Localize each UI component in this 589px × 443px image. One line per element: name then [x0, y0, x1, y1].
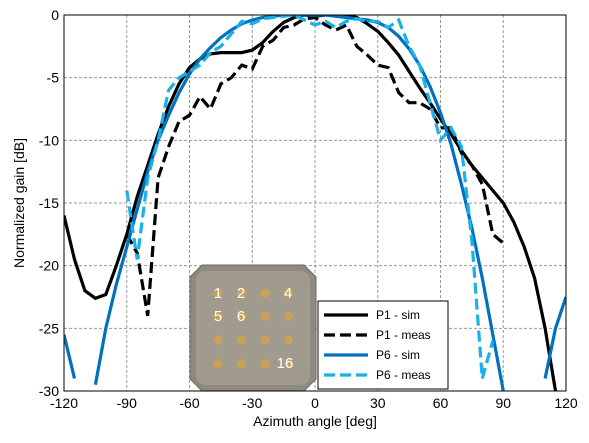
inset-pad: [213, 359, 223, 368]
x-tick-label: 60: [433, 395, 449, 411]
inset-pad: [284, 312, 293, 321]
inset-label: 2: [237, 285, 245, 302]
series-line: [64, 15, 566, 391]
inset-pad: [237, 359, 246, 368]
x-tick-label: -90: [117, 395, 137, 411]
inset-label: 5: [214, 308, 222, 325]
y-tick-label: -10: [39, 132, 59, 148]
inset-substrate: [196, 271, 310, 385]
legend-label: P1 - sim: [376, 308, 420, 322]
legend-label: P1 - meas: [376, 328, 431, 342]
x-tick-label: 30: [370, 395, 386, 411]
inset-pad: [284, 359, 293, 368]
y-tick-label: -5: [47, 70, 60, 86]
inset-pad: [237, 312, 246, 321]
x-tick-label: -120: [50, 395, 78, 411]
series-line: [125, 15, 505, 317]
plot-frame: [63, 14, 567, 392]
legend-label: P6 - sim: [376, 348, 420, 362]
inset-label: 1: [214, 285, 222, 302]
legend-label: P6 - meas: [376, 368, 431, 382]
inset-pad: [260, 288, 270, 298]
legend: P1 - sim P1 - meas P6 - sim P6 - meas: [317, 300, 449, 390]
lines: [64, 15, 566, 391]
inset-pad: [260, 312, 270, 321]
x-tick-label: 120: [554, 395, 578, 411]
y-tick-label: -20: [39, 258, 59, 274]
inset-pad: [284, 335, 293, 345]
inset-photo: 1 2 4 5 6 16: [189, 264, 317, 392]
y-axis-label: Normalized gain [dB]: [11, 138, 27, 268]
inset-pad: [213, 312, 223, 321]
inset-label: 16: [277, 355, 294, 372]
x-tick-label: -30: [242, 395, 262, 411]
x-tick-label: 90: [495, 395, 511, 411]
series-line: [125, 15, 495, 379]
inset-pad: [213, 335, 223, 345]
x-tick-label: -60: [179, 395, 199, 411]
inset-pads: [213, 288, 293, 368]
y-tick-label: -15: [39, 195, 59, 211]
inset-label: 6: [237, 308, 245, 325]
x-tick-label: 0: [311, 395, 319, 411]
inset-pad: [284, 288, 293, 298]
inset-pad: [260, 359, 270, 368]
y-tick-label: -25: [39, 320, 59, 336]
y-tick-label: -30: [39, 383, 59, 399]
inset-pad: [237, 335, 246, 345]
y-tick-label: 0: [51, 7, 59, 23]
inset-pad: [213, 288, 223, 298]
x-axis-label: Azimuth angle [deg]: [253, 413, 377, 429]
inset-pad: [260, 335, 270, 345]
inset-pad: [237, 288, 246, 298]
inset-label: 4: [284, 285, 292, 302]
